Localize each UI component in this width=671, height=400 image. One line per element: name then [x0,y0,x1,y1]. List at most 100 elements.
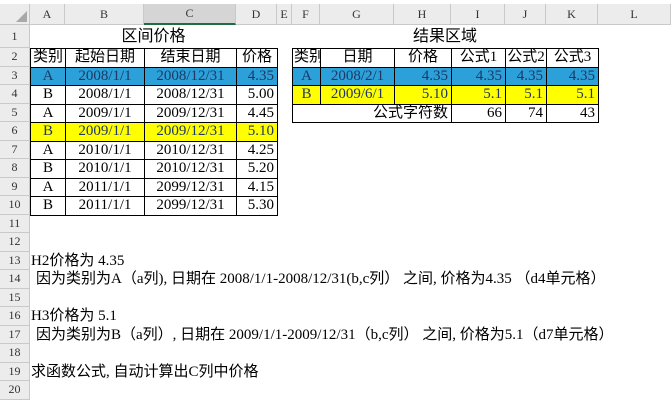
cell-start-date[interactable]: 2010/1/1 [65,140,145,160]
table-row: B 2011/1/1 2099/12/31 5.30 [30,196,278,216]
row-header-9[interactable]: 9 [0,177,30,196]
cell-category[interactable]: B [30,159,66,179]
cell-price[interactable]: 5.00 [236,85,278,105]
cell-date[interactable]: 2008/2/1 [320,66,395,86]
cell-formula3[interactable]: 4.35 [546,66,599,86]
row-header-19[interactable]: 19 [0,362,30,381]
header-cell-price[interactable]: 价格 [394,48,452,68]
row-header-17[interactable]: 17 [0,325,30,344]
cell-price[interactable]: 5.30 [236,196,278,216]
header-cell-start-date[interactable]: 起始日期 [65,48,145,68]
header-cell-formula2[interactable]: 公式2 [505,48,547,68]
row-header-13[interactable]: 13 [0,251,30,270]
cell-date[interactable]: 2009/6/1 [320,85,395,105]
row-header-7[interactable]: 7 [0,140,30,159]
row-header-11[interactable]: 11 [0,214,30,233]
row-header-5[interactable]: 5 [0,103,30,122]
column-header-e[interactable]: E [277,4,292,25]
cell-category[interactable]: B [30,196,66,216]
cell-category[interactable]: A [30,177,66,197]
column-header-c[interactable]: C [144,4,236,25]
header-cell-end-date[interactable]: 结束日期 [144,48,237,68]
cell-category[interactable]: B [292,85,321,105]
column-header-d[interactable]: D [236,4,277,25]
note-h3-explanation[interactable]: 因为类别为B（a列）, 日期在 2009/1/1-2009/12/31（b,c列… [36,326,614,343]
cell-start-date[interactable]: 2011/1/1 [65,177,145,197]
note-h2-price[interactable]: H2价格为 4.35 [31,252,125,269]
header-cell-formula3[interactable]: 公式3 [546,48,599,68]
header-cell-date[interactable]: 日期 [320,48,395,68]
cell-price[interactable]: 4.15 [236,177,278,197]
column-header-g[interactable]: G [320,4,394,25]
cell-category[interactable]: B [30,122,66,142]
select-all-corner[interactable] [0,4,30,25]
cell-category[interactable]: A [30,140,66,160]
left-table-title[interactable]: 区间价格 [121,28,186,45]
cell-end-date[interactable]: 2008/12/31 [144,85,237,105]
cell-char-count-formula1[interactable]: 66 [451,103,506,123]
cell-end-date[interactable]: 2099/12/31 [144,196,237,216]
note-h2-explanation[interactable]: 因为类别为A（a列), 日期在 2008/1/1-2008/12/31(b,c列… [36,271,606,287]
cell-category[interactable]: A [292,66,321,86]
cell-price[interactable]: 4.45 [236,103,278,123]
cell-price[interactable]: 5.10 [236,122,278,142]
cell-end-date[interactable]: 2008/12/31 [144,66,237,86]
cell-price[interactable]: 5.20 [236,159,278,179]
column-header-h[interactable]: H [394,4,451,25]
column-header-k[interactable]: K [546,4,598,25]
header-cell-formula1[interactable]: 公式1 [451,48,506,68]
cell-start-date[interactable]: 2009/1/1 [65,122,145,142]
row-header-1[interactable]: 1 [0,25,30,48]
cell-end-date[interactable]: 2009/12/31 [144,103,237,123]
cell-formula2[interactable]: 4.35 [505,66,547,86]
cell-end-date[interactable]: 2010/12/31 [144,140,237,160]
row-header-20[interactable]: 20 [0,381,30,400]
column-header-a[interactable]: A [30,4,65,25]
cell-price[interactable]: 5.10 [394,85,452,105]
cell-formula2[interactable]: 5.1 [505,85,547,105]
cell-start-date[interactable]: 2008/1/1 [65,66,145,86]
cell-category[interactable]: A [30,66,66,86]
column-header-f[interactable]: F [292,4,320,25]
header-cell-price[interactable]: 价格 [236,48,278,68]
row-header-2[interactable]: 2 [0,48,30,67]
cell-end-date[interactable]: 2010/12/31 [144,159,237,179]
row-header-3[interactable]: 3 [0,66,30,85]
cell-start-date[interactable]: 2009/1/1 [65,103,145,123]
cell-start-date[interactable]: 2011/1/1 [65,196,145,216]
row-header-4[interactable]: 4 [0,85,30,104]
cell-price[interactable]: 4.35 [236,66,278,86]
row-header-16[interactable]: 16 [0,307,30,326]
row-header-18[interactable]: 18 [0,344,30,363]
column-header-j[interactable]: J [505,4,546,25]
cell-end-date[interactable]: 2099/12/31 [144,177,237,197]
cell-start-date[interactable]: 2010/1/1 [65,159,145,179]
cell-formula1[interactable]: 5.1 [451,85,506,105]
cell-formula1[interactable]: 4.35 [451,66,506,86]
column-header-b[interactable]: B [65,4,144,25]
cell-category[interactable]: B [30,85,66,105]
row-header-6[interactable]: 6 [0,122,30,141]
cell-end-date[interactable]: 2009/12/31 [144,122,237,142]
cell-char-count-formula2[interactable]: 74 [505,103,547,123]
row-header-10[interactable]: 10 [0,196,30,215]
cell-formula3[interactable]: 5.1 [546,85,599,105]
cell-category[interactable]: A [30,103,66,123]
row-header-14[interactable]: 14 [0,270,30,289]
header-cell-category[interactable]: 类别 [30,48,66,68]
cell-price[interactable]: 4.25 [236,140,278,160]
row-header-12[interactable]: 12 [0,233,30,252]
column-header-l[interactable]: L [598,4,671,25]
row-header-8[interactable]: 8 [0,159,30,178]
row-header-15[interactable]: 15 [0,288,30,307]
cell-start-date[interactable]: 2008/1/1 [65,85,145,105]
header-cell-category[interactable]: 类别 [292,48,321,68]
note-h3-price[interactable]: H3价格为 5.1 [31,308,117,324]
column-header-i[interactable]: I [451,4,505,25]
cell-char-count-formula3[interactable]: 43 [546,103,599,123]
cell-price[interactable]: 4.35 [394,66,452,86]
right-table-title[interactable]: 结果区域 [412,28,477,45]
cell-formula-char-count-label[interactable]: 公式字符数 [292,103,452,123]
note-task-request[interactable]: 求函数公式, 自动计算出C列中价格 [31,363,259,380]
